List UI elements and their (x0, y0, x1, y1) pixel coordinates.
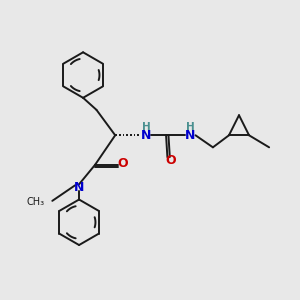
Text: H: H (186, 122, 194, 132)
Text: N: N (141, 129, 151, 142)
Text: O: O (165, 154, 176, 167)
Text: N: N (74, 181, 84, 194)
Text: N: N (185, 129, 195, 142)
Text: H: H (142, 122, 150, 132)
Text: CH₃: CH₃ (27, 197, 45, 207)
Text: O: O (117, 157, 128, 170)
